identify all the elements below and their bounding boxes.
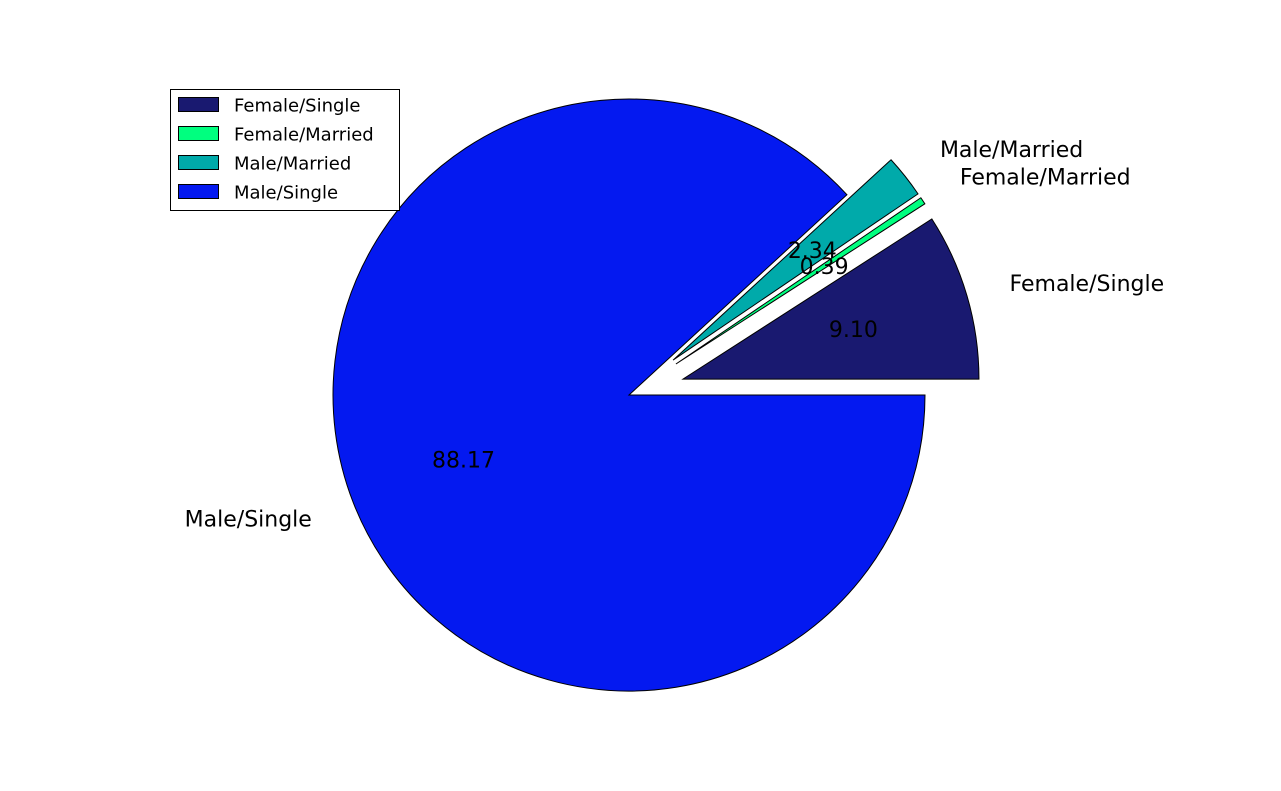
slice-label-female-married: Female/Married xyxy=(960,165,1131,190)
slice-label-male-married: Male/Married xyxy=(940,138,1083,163)
pct-label-female-single: 9.10 xyxy=(829,318,878,343)
pie-slice-male-married xyxy=(672,159,919,361)
legend-swatch-male-married xyxy=(178,155,219,170)
legend-swatch-female-married xyxy=(178,126,219,141)
slice-label-female-single: Female/Single xyxy=(1010,272,1165,297)
pie-slices xyxy=(332,98,980,692)
slice-label-male-single: Male/Single xyxy=(185,508,312,533)
legend: Female/Single Female/Married Male/Married M… xyxy=(170,89,400,211)
pie-slice-female-married xyxy=(675,197,926,365)
legend-swatch-female-single xyxy=(178,97,219,112)
legend-label-female-married: Female/Married xyxy=(234,125,374,146)
slice-labels: Female/SingleFemale/MarriedMale/MarriedM… xyxy=(185,138,1164,533)
pct-label-male-married: 2.34 xyxy=(788,239,837,264)
legend-label-male-single: Male/Single xyxy=(234,183,338,204)
pie-slice-female-single xyxy=(681,218,980,380)
pie-slice-male-single xyxy=(332,98,926,692)
pct-label-female-married: 0.39 xyxy=(800,255,849,280)
legend-label-female-single: Female/Single xyxy=(234,96,360,117)
percentage-labels: 9.10 0.392.34 88.17 xyxy=(432,239,878,474)
legend-label-male-married: Male/Married xyxy=(234,154,351,175)
pct-label-male-single: 88.17 xyxy=(432,448,495,473)
legend-swatch-male-single xyxy=(178,184,219,199)
